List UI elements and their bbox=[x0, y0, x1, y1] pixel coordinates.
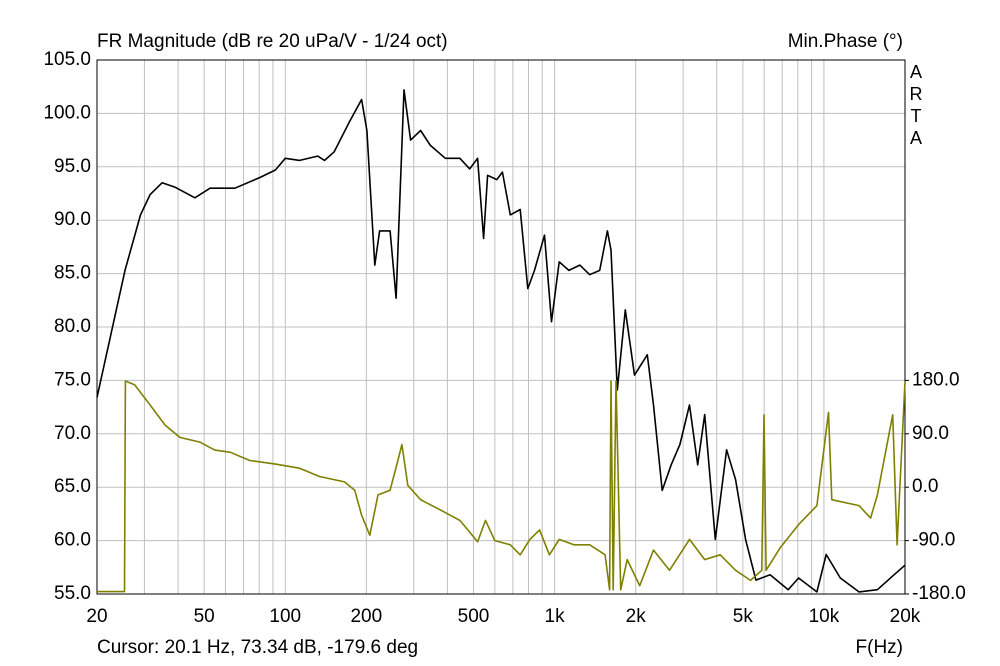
y-tick-label: 100.0 bbox=[43, 102, 91, 123]
y-tick-label: 95.0 bbox=[54, 156, 91, 177]
y2-axis-title: Min.Phase (°) bbox=[788, 31, 903, 52]
series-line bbox=[96, 89, 906, 593]
y-tick-label: 80.0 bbox=[54, 316, 91, 337]
x-tick-label: 500 bbox=[458, 606, 490, 627]
x-tick-label: 10k bbox=[809, 606, 840, 627]
x-tick-label: 200 bbox=[350, 606, 382, 627]
y-tick-label: 105.0 bbox=[43, 49, 91, 70]
x-tick-label: 2k bbox=[626, 606, 647, 627]
x-tick-label: 5k bbox=[733, 606, 754, 627]
y2-tick-label: 0.0 bbox=[912, 476, 938, 497]
watermark: ARTA bbox=[906, 62, 926, 150]
x-tick-label: 1k bbox=[545, 606, 566, 627]
y-tick-label: 85.0 bbox=[54, 263, 91, 284]
x-axis-title: F(Hz) bbox=[856, 637, 903, 658]
chart-title: FR Magnitude (dB re 20 uPa/V - 1/24 oct) bbox=[97, 31, 448, 52]
x-tick-label: 100 bbox=[269, 606, 301, 627]
x-tick-label: 20 bbox=[86, 606, 107, 627]
y-tick-label: 70.0 bbox=[54, 423, 91, 444]
y-tick-label: 90.0 bbox=[54, 209, 91, 230]
y2-tick-label: -180.0 bbox=[912, 583, 966, 604]
plot-frame bbox=[96, 59, 906, 595]
cursor-readout: Cursor: 20.1 Hz, 73.34 dB, -179.6 deg bbox=[97, 637, 418, 658]
y2-tick-label: -90.0 bbox=[912, 530, 955, 551]
y-tick-label: 75.0 bbox=[54, 369, 91, 390]
y-tick-label: 60.0 bbox=[54, 530, 91, 551]
y2-tick-label: 180.0 bbox=[912, 369, 960, 390]
y-tick-label: 55.0 bbox=[54, 583, 91, 604]
y2-tick-label: 90.0 bbox=[912, 423, 949, 444]
series-line bbox=[97, 380, 906, 593]
x-tick-label: 50 bbox=[194, 606, 215, 627]
y-tick-label: 65.0 bbox=[54, 476, 91, 497]
x-tick-label: 20k bbox=[890, 606, 921, 627]
